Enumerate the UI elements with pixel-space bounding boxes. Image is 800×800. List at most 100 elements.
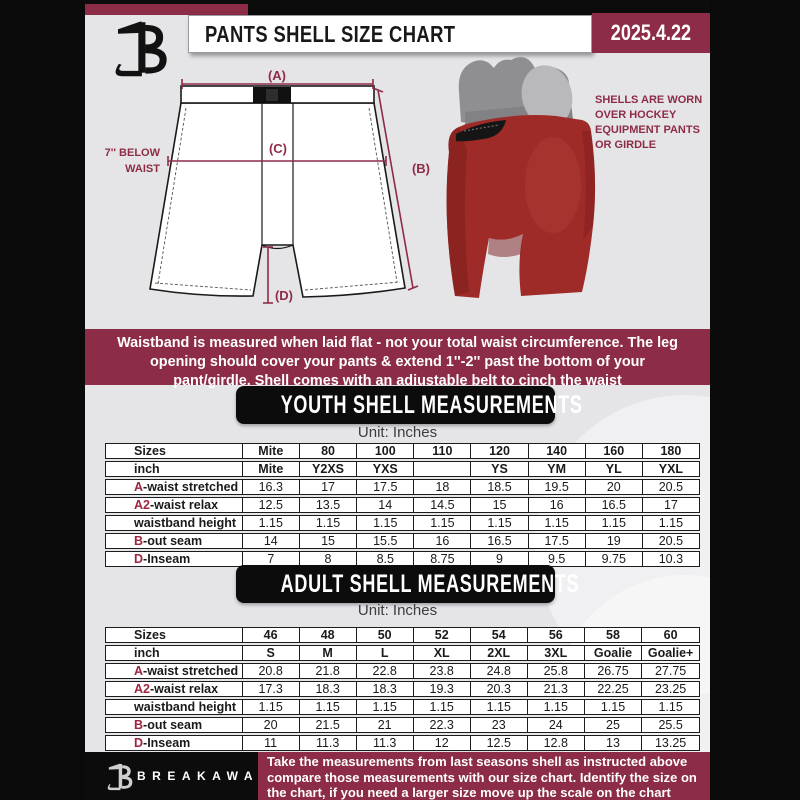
cell-value: 16.5 (471, 533, 529, 549)
cell-value: 1.15 (528, 515, 586, 531)
table-row: A-waist stretched 16.3 17 17.5 18 18.5 19.5 20 2… (105, 479, 700, 495)
cell-value: 26.75 (584, 663, 643, 679)
row-label: waistband height (105, 699, 243, 715)
cell-value: 56 (527, 627, 585, 643)
cell-value: 22.8 (356, 663, 414, 679)
cell-value: 24.8 (470, 663, 528, 679)
cell-value: Goalie (584, 645, 643, 661)
dim-label-d: (D) (275, 288, 293, 303)
cell-value: M (299, 645, 357, 661)
cell-value: 10.3 (642, 551, 700, 567)
cell-value: 16 (414, 533, 472, 549)
cell-value: 46 (242, 627, 300, 643)
cell-value: 24 (527, 717, 585, 733)
cell-value: 21.5 (299, 717, 357, 733)
cell-value: 9.75 (585, 551, 643, 567)
cell-value: 3XL (527, 645, 585, 661)
table-row: A-waist stretched 20.8 21.8 22.8 23.8 24.8 25.… (105, 663, 700, 679)
row-label: D-Inseam (105, 735, 243, 751)
cell-value: 15.5 (357, 533, 415, 549)
youth-section-heading: YOUTH SHELL MEASUREMENTS (236, 386, 583, 424)
cell-value: 16.3 (242, 479, 300, 495)
shell-photo (446, 56, 596, 298)
page-title: PANTS SHELL SIZE CHART (205, 21, 456, 47)
cell-value: 140 (528, 443, 586, 459)
table-row: Sizes Mite 80 100 110 120 140 160 180 (105, 443, 700, 459)
cell-value: 1.15 (470, 699, 528, 715)
cell-value: 27.75 (642, 663, 700, 679)
cell-value: 22.3 (413, 717, 471, 733)
cell-value: 16 (528, 497, 586, 513)
cell-value: 1.15 (471, 515, 529, 531)
cell-value: 15 (471, 497, 529, 513)
row-label: D-Inseam (105, 551, 243, 567)
cell-value: 80 (299, 443, 358, 459)
cell-value: 1.15 (357, 515, 415, 531)
cell-value: 14.5 (414, 497, 472, 513)
dim-label-a: (A) (268, 68, 286, 83)
cell-value: 20 (585, 479, 643, 495)
cell-value: 13 (584, 735, 643, 751)
cell-value: 17.5 (357, 479, 415, 495)
cell-value: Mite (242, 461, 300, 477)
cell-value: 11.3 (356, 735, 414, 751)
cell-value: 18.5 (471, 479, 529, 495)
cell-value: 25.5 (642, 717, 700, 733)
title-box: PANTS SHELL SIZE CHART (188, 15, 592, 53)
breakaway-logo-icon (107, 763, 133, 791)
info-banner: Waistband is measured when laid flat - n… (85, 329, 710, 389)
table-row: Sizes 46 48 50 52 54 56 58 60 (105, 627, 700, 643)
cell-value: 13.25 (642, 735, 700, 751)
table-row: inch Mite Y2XS YXS YS YM YL YXL (105, 461, 700, 477)
measure-letter: A (134, 664, 144, 678)
table-row: inch S M L XL 2XL 3XL Goalie Goalie+ (105, 645, 700, 661)
breakaway-logo-icon (115, 21, 167, 77)
cell-value: 1.15 (584, 699, 643, 715)
cell-value: 11 (242, 735, 300, 751)
cell-value: 1.15 (413, 699, 471, 715)
cell-value: 1.15 (585, 515, 643, 531)
cell-value (414, 461, 472, 477)
cell-value: 20.3 (470, 681, 528, 697)
cell-value: 12.5 (470, 735, 528, 751)
measure-letter: D (134, 736, 144, 750)
adult-measurement-table: Sizes 46 48 50 52 54 56 58 60 inch S M L XL 2XL 3XL Goal… (105, 625, 700, 753)
row-label: B-out seam (105, 533, 243, 549)
table-row: D-Inseam 11 11.3 11.3 12 12.5 12.8 13 13.25 (105, 735, 700, 751)
waist-note-line1: 7'' BELOW (105, 147, 161, 159)
cell-value: 1.15 (527, 699, 585, 715)
cell-value: 180 (642, 443, 700, 459)
shell-diagram: (A) (B) (C) (D) 7'' BELOW WAIST (105, 56, 596, 304)
cell-value: 20.5 (642, 479, 700, 495)
cell-value: YXS (357, 461, 415, 477)
cell-value: L (356, 645, 414, 661)
adult-heading-text: ADULT SHELL MEASUREMENTS (280, 570, 580, 598)
adult-section-heading: ADULT SHELL MEASUREMENTS (236, 565, 580, 603)
cell-value: 50 (356, 627, 414, 643)
cell-value: 14 (242, 533, 300, 549)
cell-value: 16.5 (585, 497, 643, 513)
cell-value: 1.15 (299, 699, 357, 715)
cell-value: 1.15 (414, 515, 472, 531)
cell-value: 100 (357, 443, 415, 459)
cell-value: Goalie+ (642, 645, 700, 661)
dimension-lines: (A) (B) (C) (D) 7'' BELOW WAIST (105, 68, 430, 304)
cell-value: 12.5 (242, 497, 300, 513)
youth-unit-label: Unit: Inches (357, 424, 438, 441)
brand-wordmark: BREAKAWAY (137, 769, 273, 783)
cell-value: 20 (242, 717, 300, 733)
cell-value: 23.25 (642, 681, 700, 697)
cell-value: 2XL (470, 645, 528, 661)
table-row: waistband height 1.15 1.15 1.15 1.15 1.15 1.15… (105, 515, 700, 531)
measure-letter: A2 (134, 682, 150, 696)
row-label: A-waist stretched (105, 663, 243, 679)
cell-value: 110 (414, 443, 472, 459)
date-text: 2025.4.22 (610, 20, 692, 45)
youth-heading-text: YOUTH SHELL MEASUREMENTS (280, 391, 583, 419)
cell-value: 21.3 (527, 681, 585, 697)
cell-value: 60 (642, 627, 700, 643)
cell-value: Y2XS (299, 461, 358, 477)
cell-value: 20.5 (642, 533, 700, 549)
photo-note: SHELLS ARE WORN OVER HOCKEY EQUIPMENT PA… (595, 94, 703, 151)
